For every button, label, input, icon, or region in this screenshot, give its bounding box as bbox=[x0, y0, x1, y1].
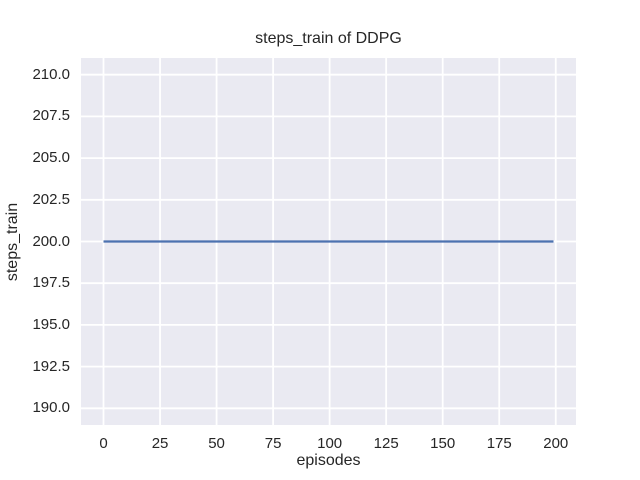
x-tick-label: 200 bbox=[543, 435, 569, 452]
x-tick-label: 25 bbox=[151, 435, 169, 452]
x-tick-label: 50 bbox=[208, 435, 225, 452]
y-tick-label: 207.5 bbox=[32, 107, 70, 125]
y-tick-label: 192.5 bbox=[32, 357, 70, 375]
y-tick-label: 197.5 bbox=[32, 274, 70, 292]
x-tick-label: 150 bbox=[430, 435, 456, 452]
x-tick-label: 125 bbox=[373, 435, 399, 452]
plot-area bbox=[81, 58, 576, 425]
y-tick-label: 190.0 bbox=[32, 399, 70, 417]
x-axis-label: episodes bbox=[296, 452, 361, 469]
chart-title: steps_train of DDPG bbox=[255, 30, 402, 47]
y-tick-label: 210.0 bbox=[32, 65, 70, 83]
x-tick-label: 100 bbox=[317, 435, 343, 452]
y-tick-label: 195.0 bbox=[32, 315, 70, 333]
y-tick-label: 205.0 bbox=[32, 149, 70, 167]
y-tick-label: 202.5 bbox=[32, 190, 70, 208]
x-tick-label: 175 bbox=[486, 435, 512, 452]
plot-canvas bbox=[81, 58, 576, 425]
y-tick-label: 200.0 bbox=[32, 232, 70, 250]
x-tick-label: 75 bbox=[264, 435, 282, 452]
x-tick-label: 0 bbox=[99, 435, 108, 452]
